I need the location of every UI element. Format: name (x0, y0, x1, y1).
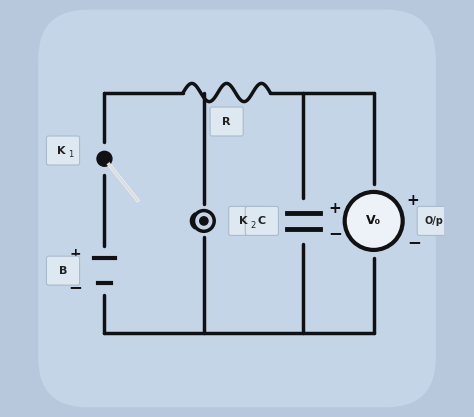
Text: +: + (407, 193, 419, 208)
Text: K: K (57, 146, 65, 156)
FancyBboxPatch shape (229, 206, 262, 236)
Circle shape (97, 151, 112, 166)
Text: C: C (258, 216, 266, 226)
Circle shape (200, 217, 208, 225)
Text: +: + (70, 247, 81, 261)
Circle shape (345, 192, 403, 250)
Text: −: − (407, 233, 421, 251)
FancyBboxPatch shape (210, 107, 243, 136)
Text: K: K (239, 216, 247, 226)
Circle shape (100, 154, 109, 164)
FancyBboxPatch shape (38, 10, 436, 407)
Text: −: − (69, 278, 82, 296)
FancyBboxPatch shape (245, 206, 278, 236)
Text: B: B (59, 266, 67, 276)
Text: V₀: V₀ (366, 214, 381, 227)
Text: +: + (328, 201, 341, 216)
Text: 2: 2 (250, 221, 255, 230)
FancyBboxPatch shape (46, 256, 80, 285)
FancyBboxPatch shape (417, 206, 450, 236)
FancyBboxPatch shape (46, 136, 80, 165)
Text: O/p: O/p (424, 216, 443, 226)
Text: −: − (328, 224, 342, 242)
Text: 1: 1 (68, 150, 73, 159)
Text: R: R (222, 116, 231, 126)
